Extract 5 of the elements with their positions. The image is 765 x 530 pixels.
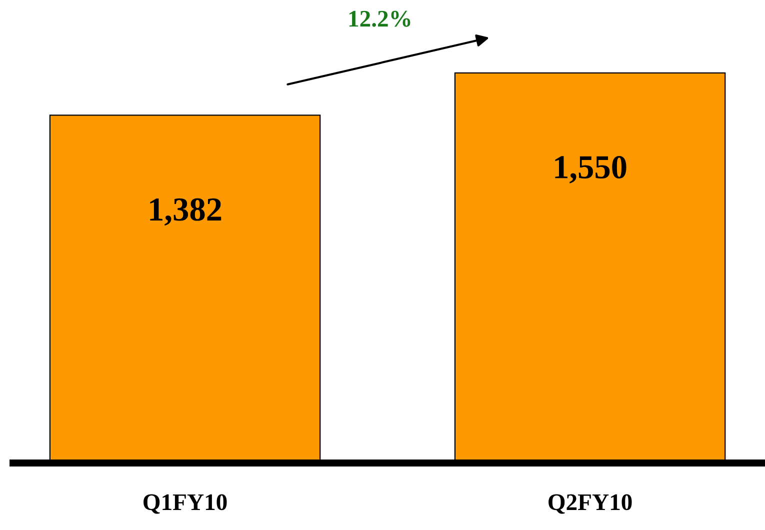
data-label: 1,382 xyxy=(150,198,222,226)
text: 12.2% xyxy=(349,10,410,27)
x-tick-label: Q2FY10 xyxy=(548,494,632,514)
data-label: 1,550 xyxy=(555,156,626,184)
x-tick-label: Q1FY10 xyxy=(144,494,227,514)
